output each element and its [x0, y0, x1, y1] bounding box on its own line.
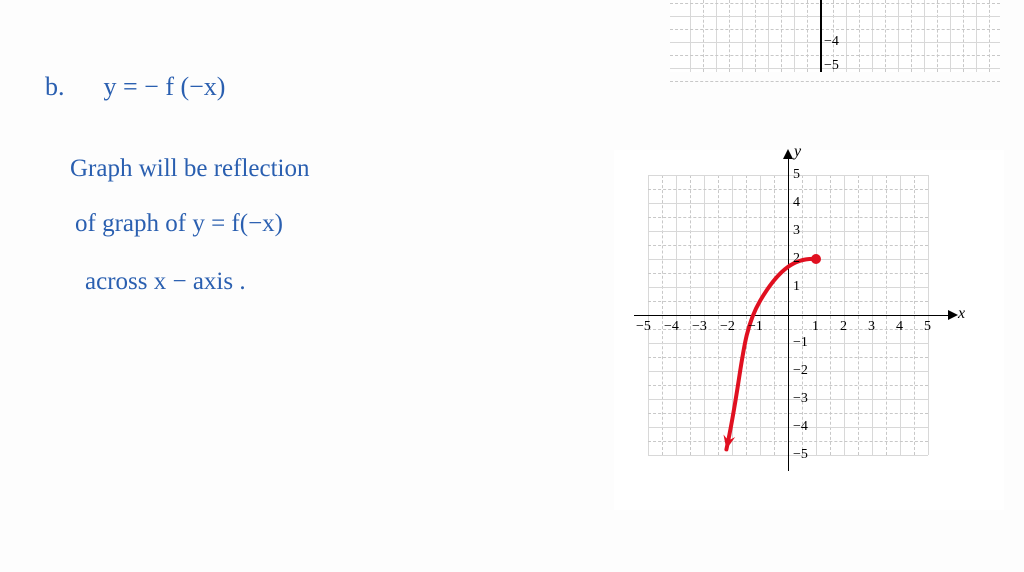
grid-line-v: [872, 0, 873, 72]
y-tick-label: −5: [824, 58, 839, 74]
main-chart: −5−4−3−2−11234512345−1−2−3−4−5xy: [614, 150, 1004, 510]
grid-line-v: [976, 0, 977, 72]
x-tick-label: −2: [720, 319, 735, 335]
y-tick-label: 5: [793, 167, 800, 183]
y-tick-label: −4: [824, 34, 839, 50]
grid-line-v-minor: [807, 0, 808, 72]
text-line-3-pre: of graph of: [75, 210, 192, 237]
problem-letter: b.: [45, 72, 65, 101]
x-tick-label: −1: [748, 319, 763, 335]
x-axis-label: x: [958, 305, 965, 323]
grid-line-h-minor: [670, 29, 1000, 30]
y-tick-label: 3: [793, 223, 800, 239]
grid-line-h-minor: [670, 55, 1000, 56]
y-tick-label: −2: [793, 363, 808, 379]
grid-line-v-minor: [885, 0, 886, 72]
grid-line-v: [716, 0, 717, 72]
axis-arrow: [783, 149, 793, 159]
grid-line-v: [924, 0, 925, 72]
grid-line-v-minor: [703, 0, 704, 72]
grid-line-v-minor: [937, 0, 938, 72]
axis-arrow: [948, 310, 958, 320]
grid-line-v-minor: [729, 0, 730, 72]
grid-line-v: [846, 0, 847, 72]
problem-label-line: b. y = − f (−x): [45, 72, 225, 102]
text-line-3-eq: y = f(−x): [192, 210, 283, 237]
paper-background: b. y = − f (−x) Graph will be reflection…: [0, 0, 1024, 572]
top-chart-fragment: −4 −5: [670, 0, 1000, 72]
grid-line-v-minor: [755, 0, 756, 72]
x-tick-label: −5: [636, 319, 651, 335]
grid-line-v: [794, 0, 795, 72]
grid-line-v-minor: [859, 0, 860, 72]
grid-line-v-minor: [911, 0, 912, 72]
grid-line-v: [742, 0, 743, 72]
text-line-4: across x − axis .: [85, 268, 246, 296]
grid-line-v-minor: [781, 0, 782, 72]
grid-line-h-minor: [670, 3, 1000, 4]
y-tick-label: −4: [793, 419, 808, 435]
x-tick-label: 2: [840, 319, 847, 335]
y-tick-label: 1: [793, 279, 800, 295]
text-line-2: Graph will be reflection: [70, 155, 310, 183]
grid-line-v-minor: [989, 0, 990, 72]
x-tick-label: −4: [664, 319, 679, 335]
grid-line-h-minor: [670, 81, 1000, 82]
x-tick-label: 3: [868, 319, 875, 335]
x-tick-label: 1: [812, 319, 819, 335]
grid-line-v-minor: [963, 0, 964, 72]
grid-line-v: [898, 0, 899, 72]
x-tick-label: −3: [692, 319, 707, 335]
y-tick-label: −5: [793, 447, 808, 463]
x-tick-label: 4: [896, 319, 903, 335]
grid-line-v: [768, 0, 769, 72]
y-tick-label: −3: [793, 391, 808, 407]
y-tick-label: 4: [793, 195, 800, 211]
x-tick-label: 5: [924, 319, 931, 335]
y-tick-label: −1: [793, 335, 808, 351]
y-tick-label: 2: [793, 251, 800, 267]
y-axis-fragment: [820, 0, 822, 72]
equation-main: y = − f (−x): [104, 72, 226, 101]
grid-line-h: [670, 16, 1000, 17]
y-axis-label: y: [794, 143, 801, 161]
curve-endpoint: [811, 254, 821, 264]
text-line-3: of graph of y = f(−x): [75, 210, 283, 238]
grid-line-v: [950, 0, 951, 72]
grid-line-v: [690, 0, 691, 72]
